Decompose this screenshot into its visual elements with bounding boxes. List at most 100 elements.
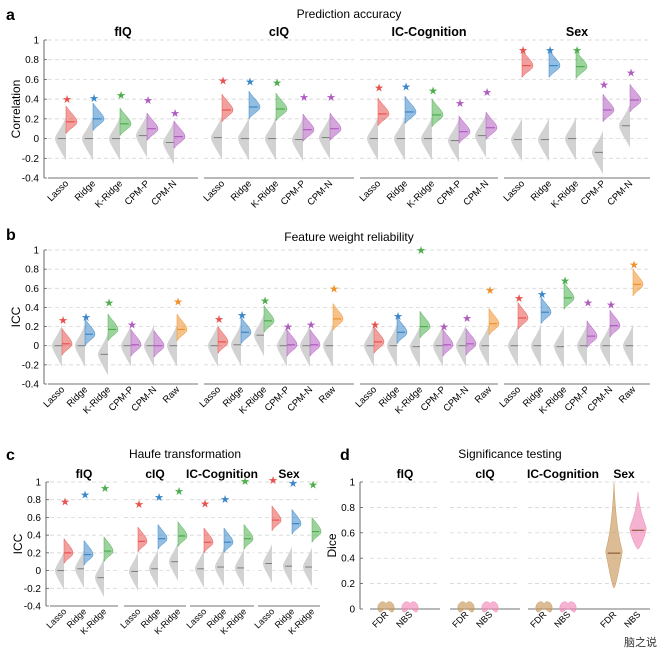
x-tick-label: Lasso — [357, 178, 383, 204]
x-tick-label: CPM-P — [435, 178, 464, 207]
real-violin — [332, 302, 344, 332]
x-tick-label: CPM-P — [579, 178, 608, 207]
y-tick-label: 0.8 — [27, 495, 41, 506]
panel-letter-a: a — [6, 7, 15, 24]
significance-star: ★ — [329, 282, 339, 295]
real-violin — [61, 327, 73, 357]
panel-title: Haufe transformation — [129, 447, 241, 461]
real-violin — [563, 281, 575, 311]
y-tick-label: 0.2 — [341, 579, 355, 590]
group-name: Sex — [278, 467, 300, 481]
y-axis-label: Correlation — [9, 80, 23, 139]
group-name: Sex — [566, 25, 588, 39]
real-violin — [92, 102, 105, 132]
x-tick-label: Ridge — [385, 178, 410, 203]
x-tick-label: FDR — [528, 609, 549, 630]
violin — [559, 601, 577, 613]
watermark: 脑之说 — [624, 636, 657, 649]
y-tick-label: 0.4 — [25, 303, 39, 314]
group-name: fIQ — [114, 25, 132, 39]
group-name: cIQ — [269, 25, 289, 39]
real-violin — [548, 49, 561, 79]
real-violin — [302, 113, 315, 143]
x-tick-label: NBS — [394, 609, 414, 629]
real-violin — [119, 107, 132, 137]
x-tick-label: Lasso — [197, 384, 223, 410]
group-name: Sex — [613, 467, 635, 481]
x-tick-label: NBS — [474, 609, 494, 629]
significance-star: ★ — [218, 74, 228, 87]
group-name: IC-Cognition — [186, 467, 258, 481]
significance-star: ★ — [173, 296, 183, 309]
real-violin — [404, 95, 417, 125]
y-tick-label: -0.2 — [24, 584, 42, 595]
y-tick-label: 1 — [33, 246, 39, 257]
real-violin — [275, 92, 288, 122]
x-tick-label: Raw — [617, 384, 638, 405]
y-tick-label: 0.8 — [25, 55, 39, 66]
significance-star: ★ — [485, 284, 495, 297]
real-violin — [540, 296, 552, 325]
y-tick-label: -0.4 — [24, 602, 42, 613]
real-violin — [632, 268, 644, 297]
significance-star: ★ — [514, 292, 524, 305]
significance-star: ★ — [288, 477, 298, 490]
significance-star: ★ — [268, 474, 278, 487]
significance-star: ★ — [629, 258, 639, 271]
group-name: IC-Cognition — [527, 467, 599, 481]
significance-star: ★ — [81, 311, 91, 324]
real-violin — [311, 516, 322, 544]
panel-c: Haufe transformation ICC 1 0.8 0.6 0.4 0.2 0 -0.… — [11, 447, 322, 636]
violin — [481, 601, 499, 613]
real-violin — [177, 521, 188, 548]
x-tick-label: NBS — [552, 609, 572, 629]
real-violin — [373, 325, 385, 355]
real-violin — [157, 523, 168, 551]
x-tick-label: CPM-N — [305, 178, 335, 208]
real-violin — [629, 83, 642, 113]
real-violin — [602, 93, 615, 123]
panel-letter-c: c — [6, 447, 15, 464]
x-tick-label: Ridge — [73, 178, 98, 203]
significance-star: ★ — [572, 44, 582, 57]
real-violin — [243, 523, 254, 551]
significance-star: ★ — [370, 319, 380, 332]
significance-star: ★ — [326, 91, 336, 104]
real-violin — [63, 537, 74, 565]
violin — [457, 601, 475, 613]
significance-star: ★ — [237, 309, 247, 322]
violin — [629, 492, 647, 550]
significance-star: ★ — [143, 94, 153, 107]
significance-star: ★ — [308, 479, 318, 492]
real-violin — [223, 527, 234, 554]
significance-star: ★ — [401, 80, 411, 93]
group-name: IC-Cognition — [392, 25, 467, 39]
violin — [535, 601, 553, 613]
real-violin — [153, 329, 165, 359]
significance-star: ★ — [220, 493, 230, 506]
y-tick-label: 0 — [349, 605, 355, 616]
real-violin — [419, 310, 431, 339]
y-tick-label: 0.2 — [27, 548, 41, 559]
x-tick-label: Ridge — [229, 178, 254, 203]
y-axis-label: ICC — [11, 533, 25, 554]
x-tick-label: CPM-N — [461, 178, 491, 208]
significance-star: ★ — [626, 67, 636, 80]
y-tick-label: 1 — [349, 478, 355, 489]
x-tick-label: CPM-N — [605, 178, 635, 208]
real-violin — [248, 90, 261, 120]
x-tick-label: Lasso — [252, 606, 276, 630]
real-violin — [221, 93, 234, 123]
group-name: cIQ — [475, 467, 494, 481]
significance-star: ★ — [583, 297, 593, 310]
real-violin — [130, 328, 142, 358]
x-tick-label: Lasso — [44, 606, 68, 630]
real-violin — [107, 313, 119, 342]
real-violin — [575, 49, 588, 80]
real-violin — [586, 319, 598, 349]
x-tick-label: Lasso — [201, 178, 227, 204]
x-tick-label: Raw — [473, 384, 494, 405]
significance-star: ★ — [200, 497, 210, 510]
real-violin — [309, 328, 321, 358]
